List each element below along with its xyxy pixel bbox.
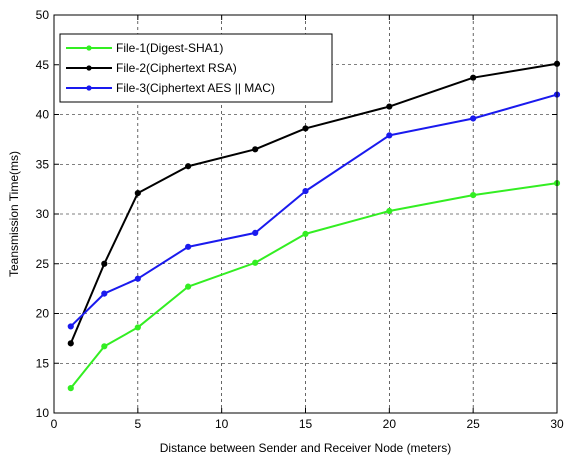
data-point xyxy=(386,132,393,139)
legend: File-1(Digest-SHA1) File-2(Ciphertext RSA… xyxy=(59,33,333,103)
data-point xyxy=(470,74,477,81)
y-tick-label: 30 xyxy=(36,207,50,221)
data-point xyxy=(134,190,141,197)
data-point xyxy=(67,323,74,330)
x-axis-label: Distance between Sender and Receiver Nod… xyxy=(160,441,451,455)
x-tick-label: 5 xyxy=(134,417,141,431)
plot-frame xyxy=(53,14,558,414)
x-tick-label: 0 xyxy=(51,417,58,431)
series-lines xyxy=(67,60,561,392)
x-tick-label: 20 xyxy=(383,417,397,431)
y-tick-label: 10 xyxy=(36,406,50,420)
data-point xyxy=(101,290,108,297)
legend-label: File-1(Digest-SHA1) xyxy=(116,41,223,55)
y-axis-label: Teansmission Time(ms) xyxy=(7,151,21,277)
data-point xyxy=(252,146,259,153)
y-tick-label: 40 xyxy=(36,108,50,122)
data-point xyxy=(134,275,141,282)
data-point xyxy=(386,207,393,215)
data-point xyxy=(185,283,192,290)
legend-marker xyxy=(86,45,92,51)
data-point xyxy=(134,324,141,331)
data-point xyxy=(101,260,108,267)
data-point xyxy=(470,115,477,122)
y-tick-label: 15 xyxy=(36,356,50,370)
data-point xyxy=(185,163,192,170)
data-point xyxy=(67,385,74,392)
x-tick-label: 15 xyxy=(299,417,313,431)
data-point xyxy=(101,343,108,350)
y-tick-label: 50 xyxy=(36,8,50,22)
axis-ticks: 0 5 10 15 20 25 30 10 15 20 25 30 35 40 45 50 xyxy=(36,8,564,431)
data-point xyxy=(302,230,309,237)
legend-marker xyxy=(86,65,92,71)
data-point xyxy=(302,188,309,195)
data-point xyxy=(185,243,192,250)
y-tick-label: 20 xyxy=(36,307,50,321)
y-tick-label: 35 xyxy=(36,157,50,171)
y-tick-label: 45 xyxy=(36,58,50,72)
x-tick-label: 25 xyxy=(466,417,480,431)
data-point xyxy=(252,259,259,266)
legend-marker xyxy=(86,85,92,91)
data-point xyxy=(470,191,477,199)
data-point xyxy=(302,125,309,132)
data-point xyxy=(252,229,259,237)
y-tick-label: 25 xyxy=(36,257,50,271)
data-point xyxy=(386,103,393,110)
x-tick-label: 30 xyxy=(550,417,564,431)
x-tick-label: 10 xyxy=(215,417,229,431)
legend-label: File-3(Ciphertext AES || MAC) xyxy=(116,81,275,95)
legend-label: File-2(Ciphertext RSA) xyxy=(116,61,237,75)
data-point xyxy=(67,340,74,347)
